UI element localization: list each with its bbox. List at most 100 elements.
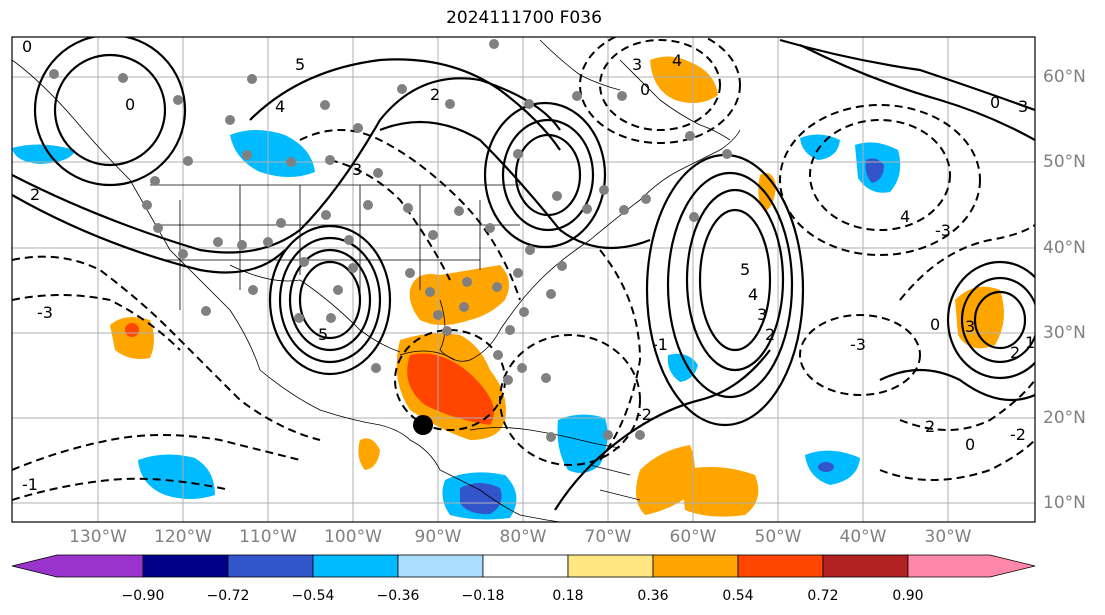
positive-anomaly-mexico (358, 438, 380, 470)
high-contour-ring-2 (288, 248, 372, 352)
high-contour-ring-1 (298, 260, 362, 340)
contour-label: 0 (990, 93, 1000, 112)
lon-label-70: 70°W (584, 527, 632, 547)
colorbar-tick: −0.72 (206, 588, 250, 604)
east-atl-high-ring-1 (973, 290, 1027, 350)
positive-anomaly-labrador (650, 56, 718, 104)
colorbar-segment (397, 554, 484, 578)
contour-label: -3 (37, 303, 53, 322)
east-atl-high-ring-3 (946, 260, 1035, 380)
lat-label-10: 10°N (1043, 493, 1086, 513)
lon-label-50: 50°W (754, 527, 802, 547)
negative-anomaly-epac (138, 454, 215, 499)
lon-label-90: 90°W (414, 527, 462, 547)
lon-label-60: 60°W (669, 527, 717, 547)
negative-anomaly-caribbean (557, 414, 608, 474)
contour-label: 2 (30, 185, 40, 204)
high-contour-ring-3 (278, 236, 382, 364)
colorbar-tick: 0.72 (807, 588, 839, 604)
lon-label-130: 130°W (69, 527, 127, 547)
lon-label-100: 100°W (324, 527, 382, 547)
atlantic-high-ring-3 (666, 171, 794, 399)
graticule (12, 37, 1035, 522)
contour-label: 0 (640, 80, 650, 99)
contour-label: 3 (352, 160, 362, 179)
contour-label: -3 (935, 221, 951, 240)
contour-label: -2 (1010, 425, 1026, 444)
colorbar-tick: −0.18 (461, 588, 505, 604)
contour-label: 0 (965, 435, 975, 454)
lon-label-30: 30°W (924, 527, 972, 547)
contour-label: 3 (632, 55, 642, 74)
low-contour-labrador (599, 39, 721, 131)
contour-label: 2 (765, 325, 775, 344)
colorbar-tick: −0.36 (376, 588, 420, 604)
colorbar-segment (312, 554, 399, 578)
solid-contours (12, 37, 1035, 511)
canada-high-ring-3 (483, 101, 607, 249)
colorbar-tick: −0.90 (121, 588, 165, 604)
negative-anomaly-east-atl-s-core (818, 462, 834, 472)
strong-negative-central-am (460, 483, 502, 515)
colorbar-segment (567, 554, 654, 578)
colorbar-segment (482, 554, 569, 578)
storm-center-marker (413, 415, 433, 435)
colorbar-segment (11, 554, 144, 578)
low-contour-atl-n-2 (779, 104, 981, 256)
contour-label: 5 (295, 55, 305, 74)
contour-label: 1 (1025, 333, 1035, 352)
lat-label-40: 40°N (1043, 238, 1086, 258)
contour-label: 3 (757, 305, 767, 324)
colorbar-segment (227, 554, 314, 578)
contour-label: 0 (22, 37, 32, 56)
coastlines (12, 39, 741, 522)
colorbar-segment (822, 554, 909, 578)
lon-label-40: 40°W (839, 527, 887, 547)
positive-anomaly-carib (636, 445, 695, 515)
contour-label: 5 (318, 325, 328, 344)
canada-high-ring-1 (514, 133, 582, 217)
contour-label: 4 (900, 207, 910, 226)
lat-label-30: 30°N (1043, 323, 1086, 343)
contour-label: -1 (652, 335, 668, 354)
contour-label-layer: 0 5 4 2 0 3 2 3 0 4 3 0 5 4 3 2 -1 -2 -3… (22, 37, 1035, 494)
pacific-ridge-ring-1 (53, 53, 167, 167)
low-contour-midatl (799, 314, 921, 396)
contour-label: 4 (275, 97, 285, 116)
low-contour-labrador-2 (579, 37, 741, 144)
colorbar-segment (737, 554, 824, 578)
positive-anomaly-atlantic-e (680, 466, 759, 517)
contour-label: 2 (430, 85, 440, 104)
contour-label: 0 (930, 315, 940, 334)
positive-anomaly-southeast (409, 265, 509, 325)
lat-label-20: 20°N (1043, 408, 1086, 428)
canada-high-ring-2 (501, 118, 595, 232)
colorbar-tick: 0.18 (552, 588, 584, 604)
contour-label: 4 (748, 285, 758, 304)
colorbar-segment (142, 554, 229, 578)
contour-label: 3 (1018, 97, 1028, 116)
colorbar (11, 554, 1036, 578)
positive-anomaly-pacific-core (125, 323, 139, 337)
lon-label-120: 120°W (154, 527, 212, 547)
strong-positive-gulf (407, 353, 494, 425)
contour-label: 0 (125, 95, 135, 114)
colorbar-segment (907, 554, 1036, 578)
lat-label-50: 50°N (1043, 152, 1086, 172)
map-title: 2024111700 F036 (446, 8, 602, 28)
shading-layer (12, 56, 1004, 520)
negative-anomaly-bc (12, 144, 75, 164)
pacific-ridge-ring-2 (33, 37, 187, 187)
colorbar-tick: 0.90 (892, 588, 924, 604)
atlantic-high-ring-1 (698, 208, 772, 352)
contour-label: 2 (925, 417, 935, 436)
contour-label: -3 (850, 335, 866, 354)
atlantic-high-ring-4 (645, 153, 805, 427)
lon-label-110: 110°W (239, 527, 297, 547)
atlantic-high-ring-2 (685, 188, 785, 372)
contour-label: 5 (740, 260, 750, 279)
lat-label-60: 60°N (1043, 67, 1086, 87)
contour-label: 4 (672, 51, 682, 70)
contour-label: 2 (1010, 343, 1020, 362)
lon-label-80: 80°W (499, 527, 547, 547)
